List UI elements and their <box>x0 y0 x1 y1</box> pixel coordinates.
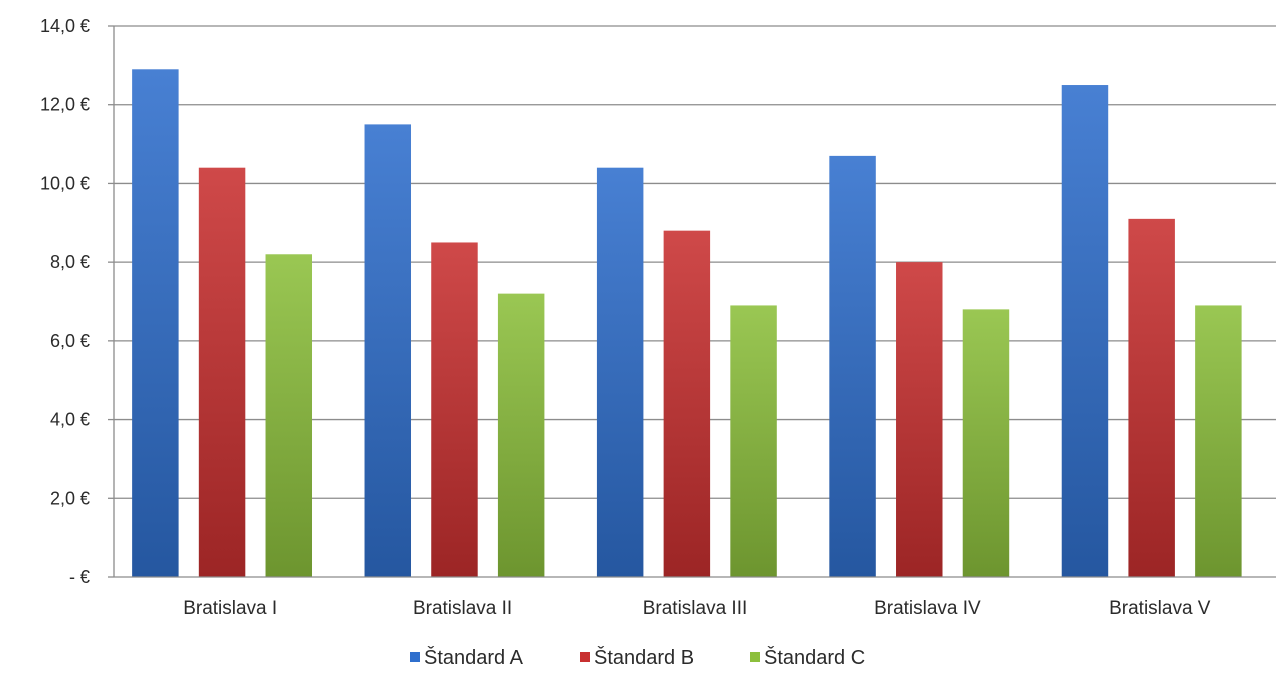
y-tick-label: 2,0 € <box>50 488 90 508</box>
legend-label-standard-a: Štandard A <box>424 646 524 669</box>
bar-bratislava-iii-standard-c <box>730 305 777 577</box>
bar-bratislava-iv-standard-b <box>896 262 943 577</box>
bar-bratislava-iv-standard-c <box>962 309 1010 577</box>
bar-bratislava-ii-standard-b <box>431 242 478 577</box>
bar-bratislava-i-standard-b <box>198 167 246 577</box>
legend: Štandard A Štandard B Štandard C <box>410 646 865 669</box>
bar-bratislava-iii-standard-a <box>596 167 644 577</box>
bar-bratislava-v-standard-a <box>1061 85 1109 578</box>
legend-label-standard-b: Štandard B <box>594 646 694 669</box>
y-tick-label: 8,0 € <box>50 252 90 272</box>
x-category-label: Bratislava III <box>643 598 748 619</box>
legend-swatch-standard-b <box>580 652 590 662</box>
bar-bratislava-i-standard-c <box>265 254 313 577</box>
bar-bratislava-v-standard-b <box>1128 218 1175 577</box>
bar-bratislava-v-standard-c <box>1195 305 1242 577</box>
bar-bratislava-i-standard-a <box>132 69 179 578</box>
x-category-label: Bratislava II <box>413 598 512 619</box>
bars <box>132 69 1242 578</box>
y-tick-label: - € <box>69 567 90 587</box>
legend-swatch-standard-a <box>410 652 420 662</box>
x-category-label: Bratislava IV <box>874 598 981 619</box>
y-tick-label: 10,0 € <box>40 173 90 193</box>
legend-label-standard-c: Štandard C <box>764 646 865 669</box>
bar-bratislava-iii-standard-b <box>663 230 711 577</box>
legend-swatch-standard-c <box>750 652 760 662</box>
x-category-label: Bratislava V <box>1109 598 1211 619</box>
y-tick-label: 4,0 € <box>50 410 90 430</box>
y-tick-label: 12,0 € <box>40 95 90 115</box>
y-tick-label: 6,0 € <box>50 331 90 351</box>
bar-bratislava-iv-standard-a <box>829 155 876 577</box>
y-axis-tick-labels: - € 2,0 € 4,0 € 6,0 € 8,0 € 10,0 € 12,0 € 14,0 … <box>40 16 90 587</box>
x-category-label: Bratislava I <box>183 598 277 619</box>
bar-bratislava-ii-standard-a <box>364 124 412 578</box>
y-tick-label: 14,0 € <box>40 16 90 36</box>
x-axis-category-labels: Bratislava I Bratislava II Bratislava III B… <box>183 598 1211 619</box>
bar-bratislava-ii-standard-c <box>497 293 545 577</box>
axes <box>108 25 1276 578</box>
